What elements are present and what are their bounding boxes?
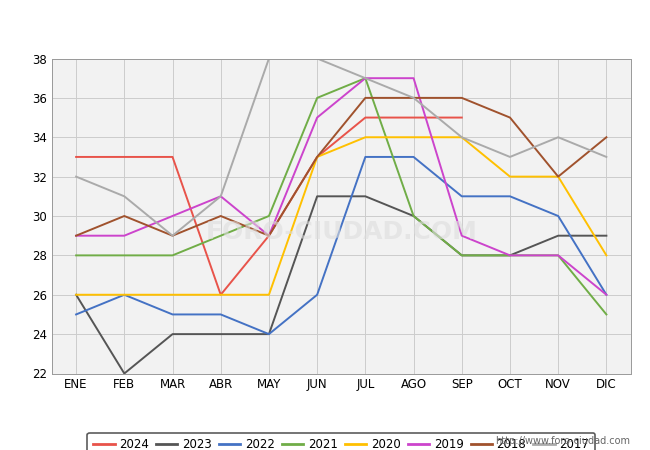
Legend: 2024, 2023, 2022, 2021, 2020, 2019, 2018, 2017: 2024, 2023, 2022, 2021, 2020, 2019, 2018… — [87, 432, 595, 450]
Text: http://www.foro-ciudad.com: http://www.foro-ciudad.com — [495, 436, 630, 446]
Text: Afiliados en San Justo a 30/9/2024: Afiliados en San Justo a 30/9/2024 — [183, 14, 467, 33]
Text: FORO-CIUDAD.COM: FORO-CIUDAD.COM — [205, 220, 477, 244]
